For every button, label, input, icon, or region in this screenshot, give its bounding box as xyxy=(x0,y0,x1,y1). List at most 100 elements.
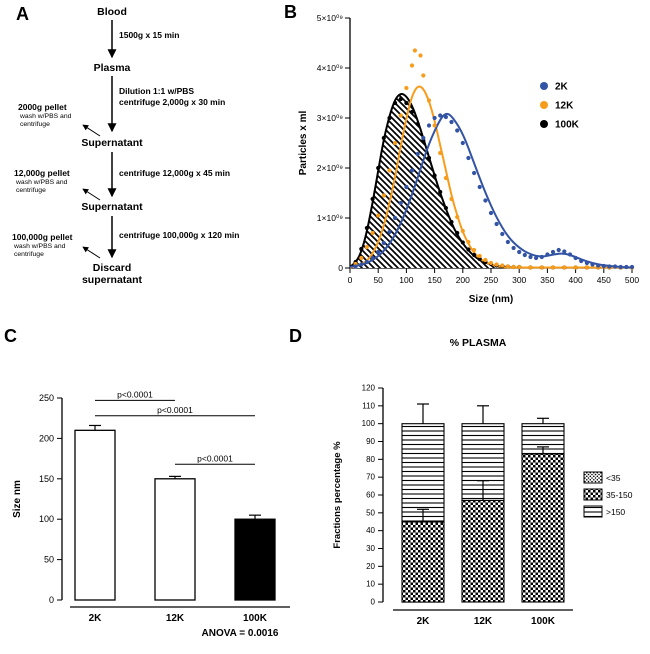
y-tick-label: 100 xyxy=(39,514,54,524)
y-tick-label: 70 xyxy=(366,473,375,482)
category-label-2K: 2K xyxy=(89,613,103,624)
flow-arrow-pellet-12000g xyxy=(82,188,101,201)
legend-swatch->150 xyxy=(583,505,603,518)
scatter-dots-12K xyxy=(353,48,635,270)
significance-label: p<0.0001 xyxy=(117,389,153,399)
y-tick-label: 100 xyxy=(362,419,376,428)
flow-pellet-2000g: 2000g pellet xyxy=(18,102,67,112)
category-label-100K: 100K xyxy=(243,613,268,624)
x-tick-label: 450 xyxy=(597,275,611,285)
segment-35-150-2K xyxy=(401,521,445,603)
significance-label: p<0.0001 xyxy=(157,405,193,415)
x-axis-title: Size (nm) xyxy=(469,294,513,305)
flow-pellet-12000g-note: wash w/PBS and centrifuge xyxy=(16,179,68,195)
panel-b-label: B xyxy=(284,2,297,22)
panel-a-flowchart: Blood 1500g x 15 min Plasma Dilution 1:1… xyxy=(0,0,290,330)
panel-d-plasma-stacked-chart: % PLASMA 0 10 20 30 40 50 60 70 80 90 100 110 120 Frac… xyxy=(332,337,633,627)
flow-arrow-pellet-100000g xyxy=(82,246,101,259)
legend-label-<35: <35 xyxy=(606,473,621,483)
flow-step-dilution-2000g: Dilution 1:1 w/PBS centrifuge 2,000g x 3… xyxy=(119,86,226,108)
y-tick-label: 10 xyxy=(366,580,375,589)
y-tick-label: 110 xyxy=(362,401,375,410)
flow-node-discard: Discard supernatant xyxy=(81,262,143,287)
legend-marker-12K xyxy=(540,101,548,109)
panel-d-label: D xyxy=(289,326,302,346)
category-label-2K: 2K xyxy=(417,616,431,627)
y-tick-label: 5×10⁰⁹ xyxy=(317,13,344,23)
flowchart-arrows xyxy=(82,20,117,259)
x-tick-label: 150 xyxy=(428,275,442,285)
anova-annotation: ANOVA = 0.0016 xyxy=(202,628,279,639)
flow-pellet-2000g-note: wash w/PBS and centrifuge xyxy=(20,113,72,129)
flow-pellet-12000g: 12,000g pellet xyxy=(14,168,70,178)
y-axis-title: Fractions percentage % xyxy=(332,441,343,549)
y-tick-label: 0 xyxy=(371,598,376,607)
legend-marker-100K xyxy=(540,120,548,128)
legend-swatch-<35 xyxy=(583,471,603,484)
y-tick-label: 40 xyxy=(366,526,375,535)
x-tick-label: 0 xyxy=(348,275,353,285)
flow-step-1500g: 1500g x 15 min xyxy=(119,30,180,40)
y-tick-label: 50 xyxy=(44,555,54,565)
flow-node-supernatant-2: Supernatant xyxy=(81,201,143,213)
x-tick-label: 100 xyxy=(399,275,413,285)
segment-35-150-100K xyxy=(521,453,565,603)
x-tick-label: 500 xyxy=(625,275,639,285)
significance-label: p<0.0001 xyxy=(197,453,233,463)
y-tick-label: 200 xyxy=(39,433,54,443)
x-tick-label: 400 xyxy=(569,275,583,285)
y-tick-label: 150 xyxy=(39,474,54,484)
y-tick-label: 30 xyxy=(366,544,375,553)
y-axis-title: Particles x ml xyxy=(298,111,309,176)
x-tick-label: 350 xyxy=(540,275,554,285)
legend-label-35-150: 35-150 xyxy=(606,490,633,500)
flow-node-blood: Blood xyxy=(97,6,127,18)
panel-c-size-bar-chart: 0 50 100 150 200 250 Size nm p<0.0001 p<0.0001 p<… xyxy=(12,389,290,639)
category-label-100K: 100K xyxy=(531,616,556,627)
x-tick-label: 300 xyxy=(512,275,526,285)
y-tick-label: 60 xyxy=(366,491,375,500)
y-tick-label: 50 xyxy=(366,508,375,517)
y-tick-label: 0 xyxy=(338,263,343,273)
scatter-dots-2K xyxy=(353,113,635,270)
segment->150-2K xyxy=(401,423,445,523)
bar-2K xyxy=(74,429,116,601)
legend-label-100K: 100K xyxy=(555,120,580,131)
bar-12K xyxy=(154,478,196,601)
flow-node-supernatant-1: Supernatant xyxy=(81,137,143,149)
flow-step-100000g: centrifuge 100,000g x 120 min xyxy=(119,230,240,240)
x-tick-label: 50 xyxy=(373,275,383,285)
bar-100K xyxy=(234,518,276,601)
legend-swatch-35-150 xyxy=(583,488,603,501)
x-tick-label: 200 xyxy=(456,275,470,285)
segment-35-150-12K xyxy=(461,499,505,603)
panel-c-label: C xyxy=(4,326,17,346)
y-tick-label: 1×10⁰⁹ xyxy=(317,213,344,223)
category-label-12K: 12K xyxy=(474,616,493,627)
y-tick-label: 3×10⁰⁹ xyxy=(317,113,344,123)
x-tick-label: 250 xyxy=(484,275,498,285)
category-label-12K: 12K xyxy=(166,613,185,624)
y-tick-label: 20 xyxy=(366,562,375,571)
flow-node-plasma: Plasma xyxy=(93,62,131,74)
y-tick-label: 250 xyxy=(39,393,54,403)
flow-arrow-pellet-2000g xyxy=(82,124,101,137)
legend-label-12K: 12K xyxy=(555,101,574,112)
flow-pellet-100000g-note: wash w/PBS and centrifuge xyxy=(14,243,66,259)
flow-pellet-100000g: 100,000g pellet xyxy=(12,232,73,242)
y-tick-label: 90 xyxy=(366,437,375,446)
legend-label->150: >150 xyxy=(606,507,625,517)
y-tick-label: 2×10⁰⁹ xyxy=(317,163,344,173)
y-axis-title: Size nm xyxy=(12,480,23,518)
legend-marker-2K xyxy=(540,82,548,90)
chart-title: % PLASMA xyxy=(450,337,507,349)
y-tick-label: 80 xyxy=(366,455,375,464)
area-100K xyxy=(350,94,520,268)
y-tick-label: 4×10⁰⁹ xyxy=(317,63,344,73)
panel-a-label: A xyxy=(16,4,29,24)
panel-b-size-distribution-chart: 0 50 100 150 200 250 300 350 400 450 500 0 1×10⁰⁹ 2×1… xyxy=(298,13,639,305)
legend-label-2K: 2K xyxy=(555,82,569,93)
flow-step-12000g: centrifuge 12,000g x 45 min xyxy=(119,168,231,178)
y-tick-label: 120 xyxy=(362,384,376,393)
